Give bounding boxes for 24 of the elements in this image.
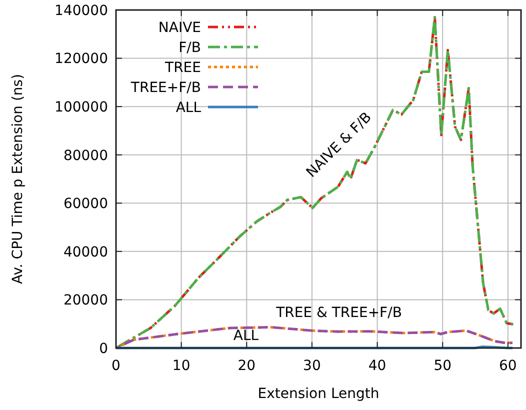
x-tick-label: 30 — [303, 358, 321, 374]
legend-label: F/B — [178, 40, 201, 56]
legend-label: ALL — [176, 100, 202, 116]
y-tick-label: 20000 — [63, 292, 108, 309]
x-tick-label: 0 — [112, 358, 120, 374]
y-axis-title: Av. CPU Time p Extension (ns) — [10, 74, 26, 284]
x-tick-label: 40 — [368, 358, 386, 374]
y-tick-label: 40000 — [63, 244, 108, 260]
annotation: TREE & TREE+F/B — [275, 305, 402, 321]
x-tick-label: 20 — [238, 358, 256, 374]
y-tick-label: 120000 — [54, 51, 108, 68]
y-tick-label: 60000 — [63, 196, 108, 212]
legend-label: TREE — [164, 60, 201, 76]
x-axis-title: Extension Length — [258, 386, 380, 402]
legend-label: NAIVE — [158, 20, 201, 36]
y-tick-label: 140000 — [54, 2, 108, 19]
x-tick-label: 50 — [434, 358, 452, 374]
y-tick-label: 80000 — [63, 148, 108, 164]
y-tick-label: 0 — [99, 340, 108, 357]
legend-label: TREE+F/B — [130, 80, 201, 96]
annotation: ALL — [233, 328, 259, 344]
y-tick-label: 100000 — [54, 99, 108, 116]
x-tick-label: 60 — [499, 358, 517, 374]
x-tick-label: 10 — [172, 358, 190, 374]
